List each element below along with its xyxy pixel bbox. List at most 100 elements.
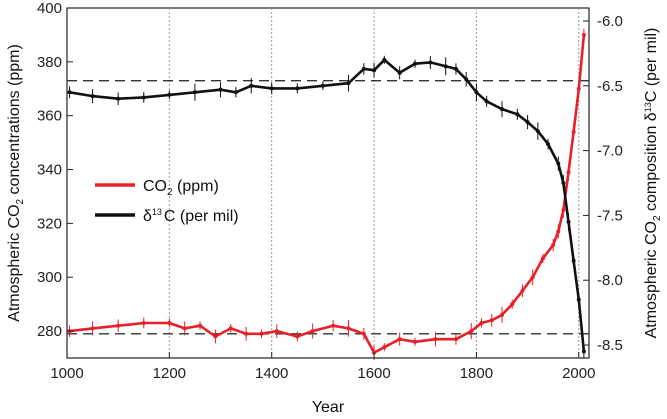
d13c-point [464, 77, 469, 82]
y-left-tick-label: 380 [37, 54, 62, 71]
y-left-tick-label: 400 [37, 0, 62, 17]
co2-point [397, 337, 402, 342]
y-right-tick-label: -7.0 [597, 143, 623, 160]
co2-point [274, 329, 279, 334]
co2-point [198, 323, 203, 328]
y-left-tick-label: 300 [37, 269, 62, 286]
co2-point [551, 242, 556, 247]
d13c-point [576, 297, 581, 302]
co2-point [520, 288, 525, 293]
co2-point [382, 345, 387, 350]
co2-point [90, 326, 95, 331]
d13c-point [218, 87, 223, 92]
x-tick-label: 1400 [255, 365, 288, 382]
co2-point [413, 339, 417, 344]
co2-point [500, 312, 504, 317]
legend: CO2 (ppm) δ13 C (per mil) [95, 178, 239, 225]
co2-point [566, 170, 571, 175]
co2-point [331, 323, 336, 328]
co2-point [581, 32, 586, 37]
co2-point [310, 329, 315, 334]
x-tick-label: 1800 [460, 365, 493, 382]
d13c-point [443, 64, 448, 69]
co2-point [244, 331, 249, 336]
y-right-axis-title: Atmospheric CO2 composition δ13C (per mi… [643, 28, 663, 339]
d13c-point [515, 112, 520, 117]
x-tick-label: 2000 [562, 365, 595, 382]
y-right-tick-label: -8.5 [597, 337, 623, 354]
co2-point [540, 256, 545, 261]
d13c-point [269, 86, 274, 91]
d13c-point [320, 83, 325, 88]
d13c-point [346, 81, 351, 86]
co2-point [576, 86, 581, 91]
y-right-tick-label: -7.5 [597, 207, 623, 224]
y-right-axis-ticks: -6.0 -6.5 -7.0 -7.5 -8.0 -8.5 [583, 13, 623, 354]
co2-point [556, 229, 561, 234]
co2-point [479, 321, 484, 325]
co2-point [295, 334, 300, 339]
d13c-point [500, 107, 504, 112]
co2-point [228, 326, 233, 331]
d13c-point [90, 94, 95, 99]
d13c-point [535, 129, 540, 134]
d13c-point [361, 66, 366, 71]
d13c-point [233, 90, 238, 95]
d13c-point [561, 181, 566, 185]
x-tick-label: 1200 [153, 365, 186, 382]
d13c-point [167, 92, 172, 97]
x-axis-ticks: 1000 1200 1400 1600 1800 2000 [50, 352, 595, 382]
d13c-point [546, 142, 551, 147]
d13c-point [141, 95, 146, 100]
y-left-tick-label: 340 [37, 162, 62, 179]
co2-point [213, 334, 218, 339]
co2-point [141, 321, 146, 325]
co2-series-line [69, 34, 586, 354]
x-tick-label: 1600 [357, 365, 390, 382]
y-right-tick-label: -6.0 [597, 13, 623, 30]
d13c-point [428, 60, 433, 65]
d13c-point [453, 66, 458, 71]
co2-point [571, 129, 576, 134]
y-left-tick-label: 280 [37, 323, 62, 340]
co2-point [346, 326, 351, 331]
d13c-point [116, 96, 121, 101]
x-tick-label: 1000 [50, 365, 83, 382]
co2-point [469, 329, 474, 334]
d13c-point [295, 86, 300, 91]
grid-lines [168, 8, 580, 358]
d13c-point [382, 57, 387, 62]
d13c-point [474, 90, 479, 95]
co2-point [259, 331, 264, 336]
co2-point [182, 326, 187, 331]
x-axis-title: Year [312, 399, 345, 416]
co2-point [489, 318, 494, 323]
d13c-point [556, 161, 561, 166]
co2-point [116, 323, 121, 328]
y-left-tick-label: 320 [37, 215, 62, 232]
d13c-point [372, 68, 377, 73]
d13c-series-line [69, 58, 586, 352]
co2-point [510, 302, 515, 307]
plot-frame [66, 7, 590, 359]
y-right-tick-label: -6.5 [597, 78, 623, 95]
legend-d13c-label: δ13 C (per mil) [143, 207, 239, 225]
co2-point [167, 321, 172, 325]
y-left-tick-label: 360 [37, 108, 62, 125]
d13c-point [413, 61, 417, 66]
d13c-point [525, 120, 530, 125]
y-right-tick-label: -8.0 [597, 272, 623, 289]
co2-point [561, 207, 566, 212]
legend-co2-label: CO2 (ppm) [143, 178, 219, 198]
d13c-point [566, 219, 571, 224]
series-layer [67, 28, 586, 361]
co2-point [453, 337, 458, 342]
d13c-point [397, 70, 402, 75]
co2-point [530, 275, 535, 280]
co2-point [361, 331, 366, 336]
d13c-point [249, 83, 254, 88]
y-left-axis-ticks: 280 300 320 340 360 380 400 [37, 0, 73, 340]
co2-point [433, 337, 438, 342]
reference-lines [67, 79, 589, 335]
